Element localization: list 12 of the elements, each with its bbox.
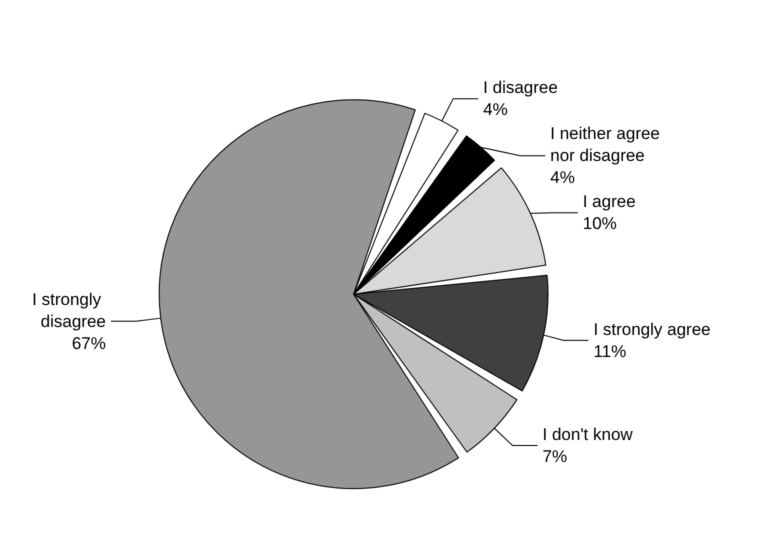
slice-label: I agree (582, 192, 636, 212)
data-label: 4% (550, 168, 575, 188)
slice-label: I neither agree nor disagree (550, 124, 665, 166)
data-label: 67% (72, 334, 106, 353)
data-label: 4% (483, 100, 508, 120)
slice-label: I strongly agree (593, 320, 711, 339)
data-label: 7% (542, 446, 568, 466)
slice-label: I don't know (542, 424, 634, 444)
slice-label: I strongly disagree (32, 290, 106, 331)
data-label: 10% (582, 214, 617, 234)
slice-label: I disagree (483, 78, 558, 98)
data-label: 11% (593, 342, 626, 361)
